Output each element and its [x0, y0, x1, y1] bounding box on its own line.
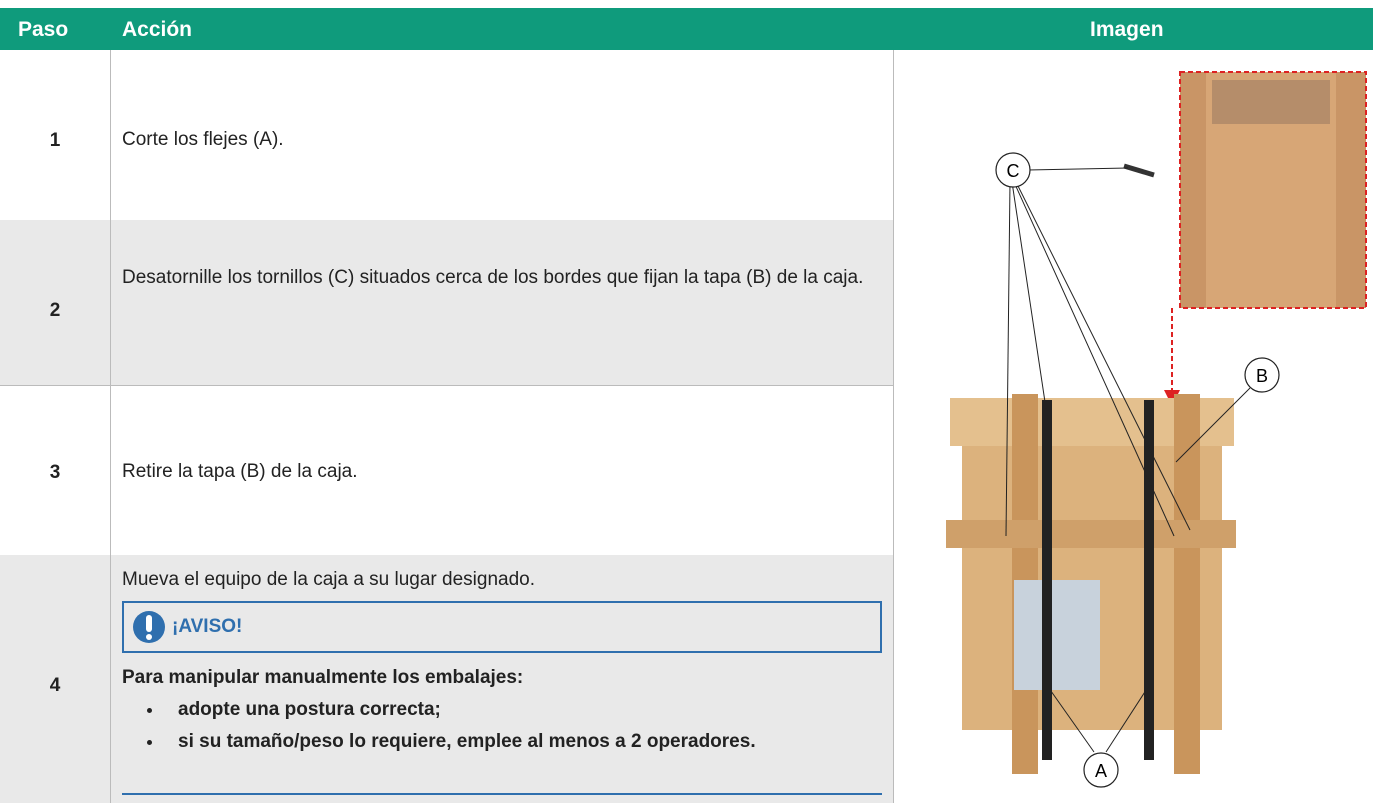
row: 2 Desatornille los tornillos (C) situado…	[0, 220, 893, 386]
callout-circles	[995, 152, 1280, 788]
detail-frame	[1179, 71, 1367, 309]
table-header: Paso Acción Imagen	[0, 8, 1373, 50]
notice-body: Para manipular manualmente los embalajes…	[122, 662, 882, 758]
header-action: Acción	[122, 18, 193, 41]
notice-box: ¡AVISO!	[122, 601, 882, 653]
step-number: 3	[49, 462, 61, 483]
header-step: Paso	[18, 18, 69, 41]
row: 1 Corte los flejes (A).	[0, 50, 893, 221]
crate-illustration: C B A	[946, 71, 1367, 788]
step-number: 4	[49, 675, 61, 696]
step-action: Retire la tapa (B) de la caja.	[122, 461, 358, 482]
column-line	[110, 50, 111, 803]
step-number: 1	[49, 130, 61, 151]
crate-slat	[946, 520, 1236, 548]
leader-lines	[1005, 167, 1251, 753]
notice-item: si su tamaño/peso lo requiere, emplee al…	[164, 726, 882, 758]
row: 4 Mueva el equipo de la caja a su lugar …	[0, 555, 893, 803]
header-image: Imagen	[1090, 18, 1164, 41]
notice-rule	[122, 793, 882, 795]
crate-post	[1174, 394, 1200, 774]
step-number: 2	[49, 300, 61, 321]
notice-intro: Para manipular manualmente los embalajes…	[122, 667, 524, 688]
board-end	[1212, 80, 1330, 124]
notice-list: adopte una postura correcta; si su tamañ…	[122, 694, 882, 758]
notice-title: ¡AVISO!	[172, 616, 243, 637]
notice-item: adopte una postura correcta;	[164, 694, 882, 726]
screw	[1123, 163, 1155, 178]
step-action: Mueva el equipo de la caja a su lugar de…	[122, 569, 536, 590]
crate-label	[1014, 580, 1100, 690]
row: 3 Retire la tapa (B) de la caja.	[0, 385, 893, 556]
step-action: Desatornille los tornillos (C) situados …	[122, 267, 864, 288]
callout: A	[1095, 761, 1107, 781]
callout: C	[1007, 161, 1020, 181]
strap	[1144, 400, 1154, 760]
callout: B	[1256, 366, 1268, 386]
strap	[1042, 400, 1052, 760]
step-action: Corte los flejes (A).	[122, 129, 284, 150]
notice-icon	[133, 611, 165, 643]
column-line	[893, 50, 894, 803]
